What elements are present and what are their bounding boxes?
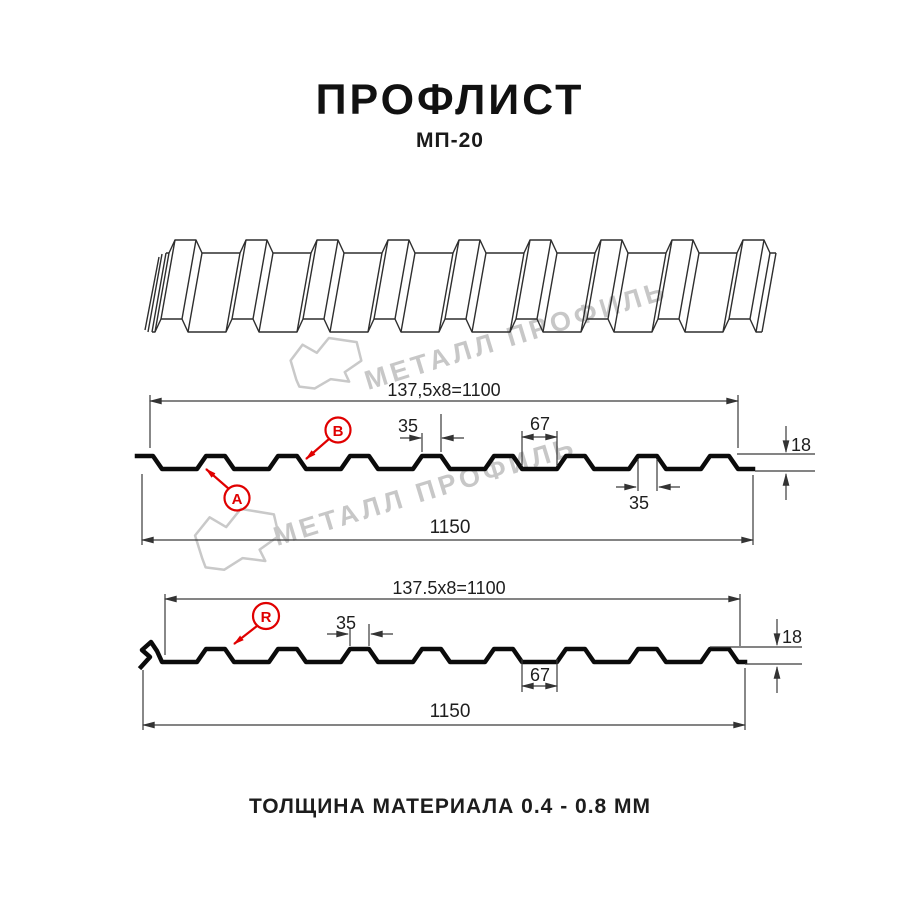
sheet-front-edge [152, 318, 762, 333]
dim-label-1100: 137,5x8=1100 [387, 380, 500, 400]
dim-18-bottom: 18 [710, 619, 802, 693]
label-b: B [333, 423, 344, 440]
dim-label-35: 35 [336, 613, 356, 633]
profile-model-subtitle: МП-20 [416, 129, 484, 152]
sheet-back-edge [166, 239, 776, 254]
profile-3d-view [144, 239, 777, 333]
callout-a: A [205, 468, 251, 512]
sheet-left-cut-edge [144, 252, 167, 333]
dim-label-18: 18 [782, 627, 802, 647]
dim-label-18: 18 [791, 435, 811, 455]
dim-1100-top: 137,5x8=1100 [148, 380, 740, 448]
dim-1100-bottom: 137.5x8=1100 [163, 578, 742, 655]
dim-label-35: 35 [398, 416, 418, 436]
material-thickness-note: ТОЛЩИНА МАТЕРИАЛА 0.4 - 0.8 ММ [248, 795, 652, 818]
metal-profil-logo-icon [193, 507, 281, 572]
label-a: A [232, 491, 243, 508]
profile-outline-bottom [137, 639, 748, 671]
callout-r: R [233, 601, 281, 645]
dim-label-1100: 137.5x8=1100 [392, 578, 505, 598]
cross-section-top: 137,5x8=1100 35 67 18 [134, 380, 815, 545]
page-title: ПРОФЛИСТ [315, 76, 585, 124]
dim-67-top: 67 [520, 414, 559, 466]
dim-label-1150: 1150 [430, 517, 471, 538]
dim-35-bottom: 35 [327, 613, 393, 646]
profile-outline-top [134, 453, 756, 472]
watermark-upper: МЕТАЛЛ ПРОФИЛЬ [289, 275, 671, 396]
callout-b: B [305, 416, 352, 460]
dim-67-bottom: 67 [520, 659, 559, 692]
dim-35-crest-top: 35 [398, 414, 464, 452]
dim-label-67: 67 [530, 665, 550, 685]
metal-profil-logo-icon [289, 336, 363, 390]
sheet-rib-lines [154, 239, 771, 333]
dim-label-1150: 1150 [430, 701, 471, 722]
dim-1150-top: 1150 [140, 474, 755, 545]
dim-35-lower-top: 35 [616, 459, 680, 513]
label-r: R [261, 609, 272, 626]
dim-label-67: 67 [530, 414, 550, 434]
cross-section-bottom: 137.5x8=1100 35 67 18 [137, 578, 802, 730]
dim-18-top: 18 [737, 426, 815, 500]
dim-1150-bottom: 1150 [141, 668, 747, 730]
dim-label-35: 35 [629, 493, 649, 513]
sheet-right-cut-edge [761, 252, 777, 333]
